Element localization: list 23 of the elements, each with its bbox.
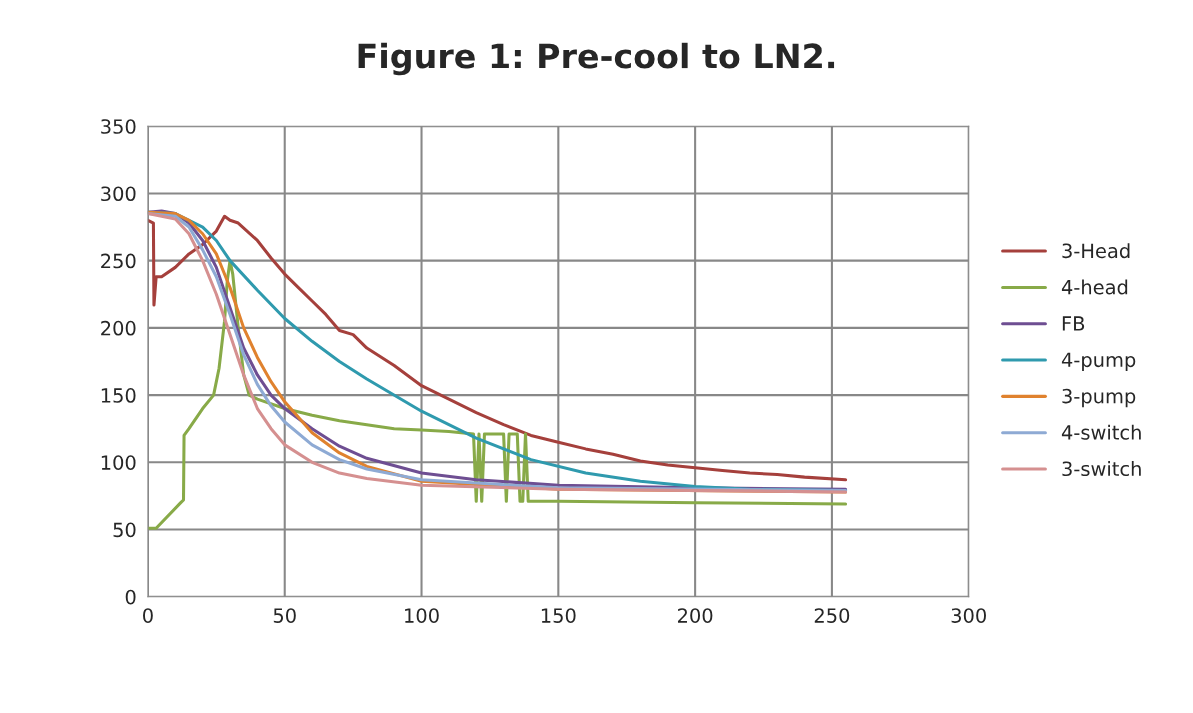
x-tick-label: 250 <box>814 608 850 623</box>
x-tick-label: 50 <box>273 608 296 623</box>
x-tick-label: 200 <box>677 608 713 623</box>
legend-label: 4-head <box>1061 279 1128 295</box>
legend-label: 4-switch <box>1061 424 1141 440</box>
legend-label: 3-switch <box>1062 461 1141 477</box>
x-tick-label: 0 <box>143 608 153 623</box>
legend-label: FB <box>1062 316 1085 331</box>
chart-title: Figure 1: Pre-cool to LN2. <box>358 42 835 76</box>
y-tick-label: 150 <box>101 388 136 403</box>
legend-label: 3-Head <box>1062 243 1130 259</box>
y-tick-label: 200 <box>101 320 136 336</box>
y-tick-label: 100 <box>101 455 136 470</box>
x-tick-label: 150 <box>541 608 576 623</box>
x-tick-label: 100 <box>405 608 439 623</box>
y-tick-label: 0 <box>125 589 136 605</box>
y-tick-label: 250 <box>101 253 136 269</box>
y-tick-label: 50 <box>113 522 136 538</box>
y-tick-label: 300 <box>101 186 136 202</box>
legend-label: 3-pump <box>1062 388 1136 408</box>
legend-label: 4-pump <box>1061 352 1136 371</box>
y-tick-label: 350 <box>101 119 136 134</box>
x-tick-label: 300 <box>951 608 986 623</box>
